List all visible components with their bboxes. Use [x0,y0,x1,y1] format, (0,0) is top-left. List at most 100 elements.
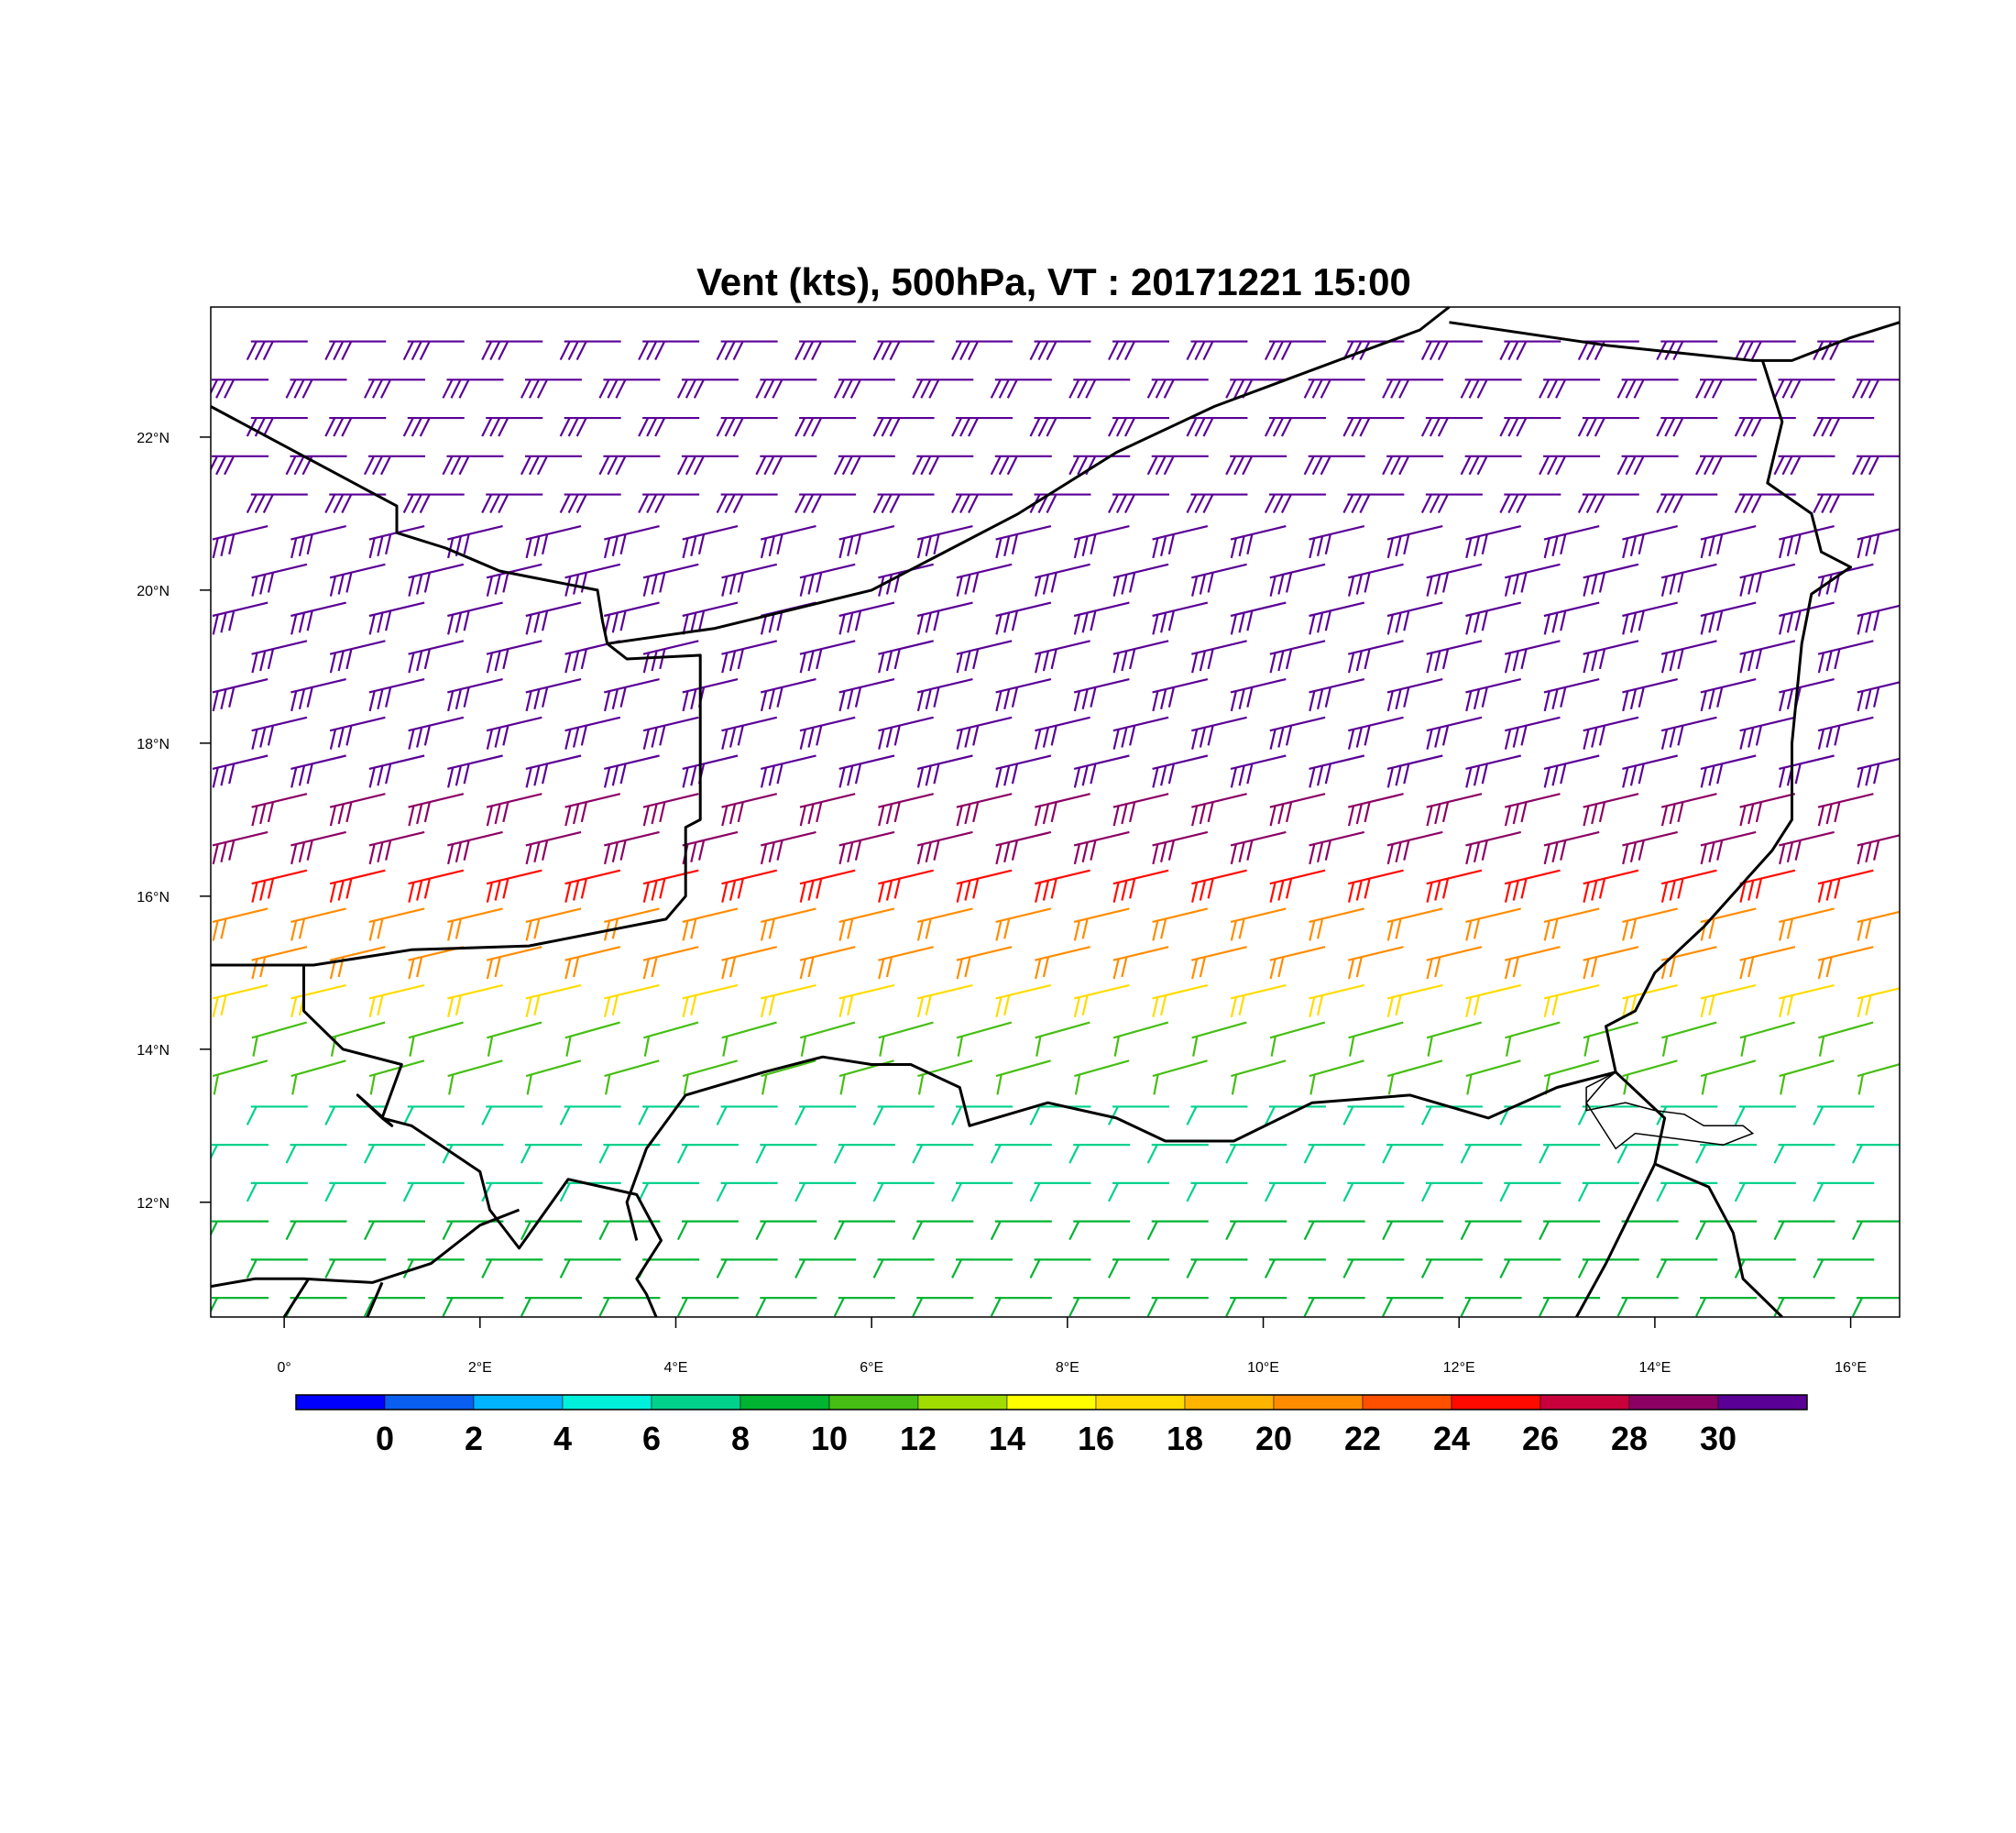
wind-barb [1386,907,1443,941]
wind-barb [721,793,778,827]
wind-barb [559,493,621,514]
colorbar-swatch [1451,1394,1541,1410]
wind-barb [799,793,856,827]
wind-barb [1734,340,1796,361]
wind-barb [1112,563,1169,597]
wind-barb [603,754,660,788]
wind-barb [1386,754,1443,788]
wind-barb [1146,1220,1209,1241]
wind-barb [1264,1258,1326,1279]
wind-barb [1543,983,1600,1018]
wind-barb [1543,677,1600,712]
wind-barb [1499,416,1561,437]
wind-barb [1857,834,1900,865]
wind-barb [1073,754,1130,788]
wind-barb [1068,1297,1131,1317]
colorbar-label: 18 [1167,1420,1203,1457]
wind-barb [520,1144,582,1164]
wind-barb [1465,983,1522,1018]
wind-barb [1695,1144,1758,1164]
wind-barb [1146,1297,1209,1317]
wind-barb [603,677,660,712]
wind-barb [324,416,387,437]
wind-barb [604,1059,660,1095]
country-border [1449,321,1900,362]
country-borders-layer [211,307,1900,1317]
wind-barb [990,1297,1052,1317]
wind-barb [1817,640,1874,674]
wind-barb [211,379,269,399]
wind-barb [1465,524,1522,559]
wind-barb [447,754,503,788]
colorbar-frame [295,1394,1808,1410]
wind-barb [251,1021,307,1057]
wind-barb [1504,716,1561,750]
wind-barb [1309,830,1365,865]
wind-barb [1739,869,1796,903]
wind-barb [1309,601,1365,635]
wind-barb [1539,1297,1601,1317]
wind-barb [442,379,504,399]
wind-barb [1225,379,1287,399]
wind-barb [1426,946,1483,980]
wind-barb [642,640,699,674]
colorbar-label: 22 [1344,1420,1381,1457]
wind-barb [364,1220,425,1241]
wind-barb [838,983,895,1018]
wind-barb [878,793,934,827]
wind-barb [368,677,425,712]
wind-barb [447,830,503,865]
wind-barb [1420,416,1483,437]
wind-barb [1386,830,1443,865]
colorbar-swatch [473,1394,564,1410]
wind-barb [1817,716,1874,750]
wind-barb [402,340,465,361]
colorbar-swatch [651,1394,741,1410]
wind-barb [368,601,425,635]
wind-barb [1857,910,1900,941]
wind-barb [1460,455,1522,476]
wind-barb [682,524,739,559]
wind-barb [285,1144,347,1164]
wind-barb [642,563,699,597]
wind-barb [833,379,895,399]
wind-barb [290,601,346,635]
wind-barb [1073,677,1130,712]
wind-barb [838,754,895,788]
wind-barb [721,1021,777,1057]
wind-barb [559,1258,621,1279]
wind-barb [525,524,582,559]
wind-barb [368,1059,425,1095]
wind-barb [1779,601,1835,635]
wind-barb [838,830,895,865]
wind-barb [1499,340,1561,361]
wind-barb [643,1021,699,1057]
wind-barb [1191,1021,1247,1057]
wind-barb [559,416,621,437]
wind-barb [916,677,973,712]
wind-barb [1779,754,1835,788]
wind-barb [1152,754,1209,788]
wind-barb [520,455,582,476]
wind-barb [1303,379,1365,399]
colorbar-label: 4 [553,1420,572,1457]
wind-barb [368,983,425,1018]
wind-barb [525,754,582,788]
wind-barb [1739,1021,1795,1057]
wind-barb [760,754,816,788]
wind-barb [1112,716,1169,750]
wind-barb [442,1144,504,1164]
country-border [1605,359,1853,1073]
country-border [1575,1163,1657,1317]
colorbar-swatch [1628,1394,1719,1410]
wind-barb [1073,830,1130,865]
wind-barb [1146,455,1209,476]
colorbar-swatch [1095,1394,1186,1410]
wind-barb [1035,793,1090,827]
wind-barb [799,640,856,674]
wind-barb [1269,716,1326,750]
wind-barb [212,601,268,635]
wind-barb [1342,416,1405,437]
colorbar-swatch [1539,1394,1630,1410]
